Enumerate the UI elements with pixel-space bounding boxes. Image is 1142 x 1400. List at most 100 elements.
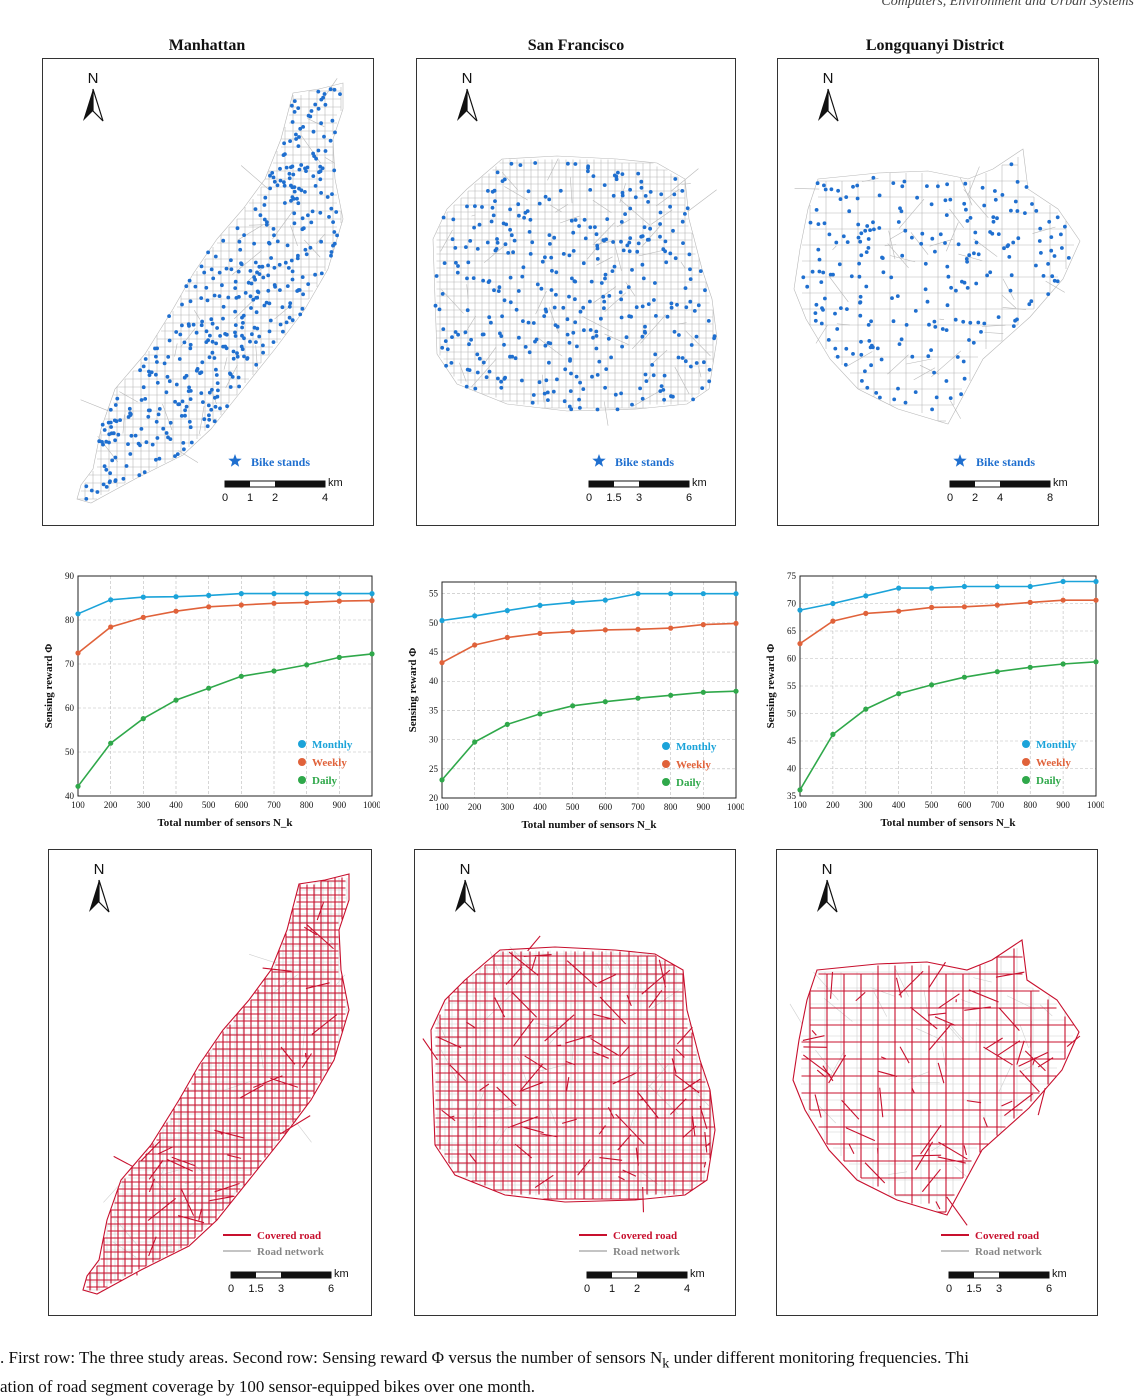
bike-stand-marker (568, 357, 572, 362)
bike-stand-marker (102, 428, 107, 432)
bike-stand-marker (568, 389, 573, 393)
bike-stand-marker (582, 217, 587, 222)
road-segment (496, 1086, 517, 1107)
bike-stand-marker (471, 276, 476, 280)
bike-stand-marker (481, 278, 485, 283)
x-tick-label: 1000 (363, 800, 380, 810)
scale-label: 2 (272, 492, 278, 504)
road-segment (548, 1023, 568, 1027)
series-line (77, 653, 373, 787)
bike-stand-marker (110, 458, 115, 463)
bike-stand-marker (1039, 251, 1043, 255)
bike-stand-marker (653, 281, 657, 285)
road-segment (554, 204, 569, 213)
legend-label: Monthly (1036, 739, 1077, 751)
bike-stand-marker (900, 253, 905, 258)
bike-stand-marker (333, 130, 337, 135)
bike-stand-marker (606, 336, 611, 341)
bike-stand-marker (108, 479, 112, 484)
y-tick-label: 75 (787, 571, 797, 581)
bike-stand-marker (613, 392, 618, 397)
bike-stand-marker (108, 471, 112, 476)
bike-stand-marker (511, 250, 515, 255)
road-segment (997, 1040, 1021, 1056)
bike-stand-marker (313, 102, 318, 107)
bike-stand-marker (1038, 226, 1043, 231)
bike-stand-marker (902, 179, 907, 184)
bike-stand-marker (544, 309, 549, 314)
x-tick-label: 500 (566, 802, 580, 812)
bike-stand-marker (330, 118, 335, 123)
scale-bar-seg-1 (225, 481, 250, 487)
road-segment (290, 225, 298, 246)
bike-stand-marker (680, 356, 685, 360)
bike-stand-marker (138, 368, 142, 373)
bike-stand-marker (688, 299, 693, 304)
road-segment (547, 158, 559, 181)
bike-stand-marker (945, 182, 949, 187)
road-segment (301, 1053, 312, 1068)
data-point (733, 620, 739, 626)
bike-stand-marker (491, 213, 496, 218)
bike-stand-marker (165, 374, 170, 379)
bike-stand-marker (109, 425, 113, 429)
bike-stand-marker (332, 87, 337, 92)
bike-stand-marker (639, 234, 644, 239)
bike-stand-marker (866, 246, 871, 250)
bike-stand-marker (669, 394, 673, 399)
road-segment (306, 923, 334, 950)
bike-stand-marker (658, 389, 663, 393)
legend-label: Bike stands (251, 455, 310, 469)
road-segment (1024, 1050, 1046, 1072)
bike-stand-marker (603, 272, 608, 277)
bike-stand-marker (272, 179, 277, 184)
bike-stand-marker (319, 121, 323, 126)
bike-stand-marker (113, 403, 118, 407)
bike-stand-marker (944, 328, 949, 332)
bike-stand-marker (602, 238, 606, 243)
road-segment (983, 1117, 989, 1128)
road-segment (802, 1035, 825, 1041)
bike-stand-marker (647, 237, 651, 242)
bike-stand-marker (516, 202, 521, 207)
road-segment (494, 1127, 507, 1147)
bike-stand-marker (243, 291, 248, 295)
area-outline (432, 155, 718, 412)
road-segment (681, 1078, 701, 1092)
data-point (271, 591, 277, 597)
bike-stand-marker (146, 414, 151, 419)
y-tick-label: 55 (429, 589, 439, 599)
bike-stand-marker (284, 320, 289, 325)
bike-stand-marker (500, 314, 504, 319)
bike-stand-marker (595, 257, 600, 261)
bike-stand-marker (597, 359, 602, 364)
bike-stand-marker (522, 215, 526, 220)
road-segment (887, 243, 909, 269)
data-point (797, 787, 803, 793)
road-segment (221, 1081, 251, 1092)
bike-stand-marker (450, 237, 455, 242)
road-segment (625, 281, 636, 296)
bike-stand-marker (147, 369, 151, 374)
bike-stand-marker (991, 215, 996, 220)
road-segment (811, 1030, 817, 1036)
bike-stand-marker (531, 393, 536, 397)
bike-stand-marker (604, 367, 609, 371)
north-arrow-left (455, 880, 465, 912)
bike-stand-marker (472, 225, 476, 230)
road-segment (593, 222, 615, 245)
bike-stand-marker (304, 252, 309, 257)
bike-stand-marker (967, 253, 972, 258)
bike-stand-marker (487, 369, 492, 374)
scale-bar: 0 1.5 3 6km (586, 477, 707, 504)
road-segment (898, 970, 924, 996)
legend-label: Bike stands (976, 455, 1035, 469)
road-segment (471, 214, 476, 217)
bike-stand-marker (95, 490, 100, 494)
north-arrow-right (826, 879, 838, 913)
y-axis-label: Sensing reward Φ (765, 644, 777, 729)
bike-stand-marker (627, 240, 632, 245)
bike-stand-marker (827, 232, 832, 237)
bike-stand-marker (177, 357, 182, 361)
